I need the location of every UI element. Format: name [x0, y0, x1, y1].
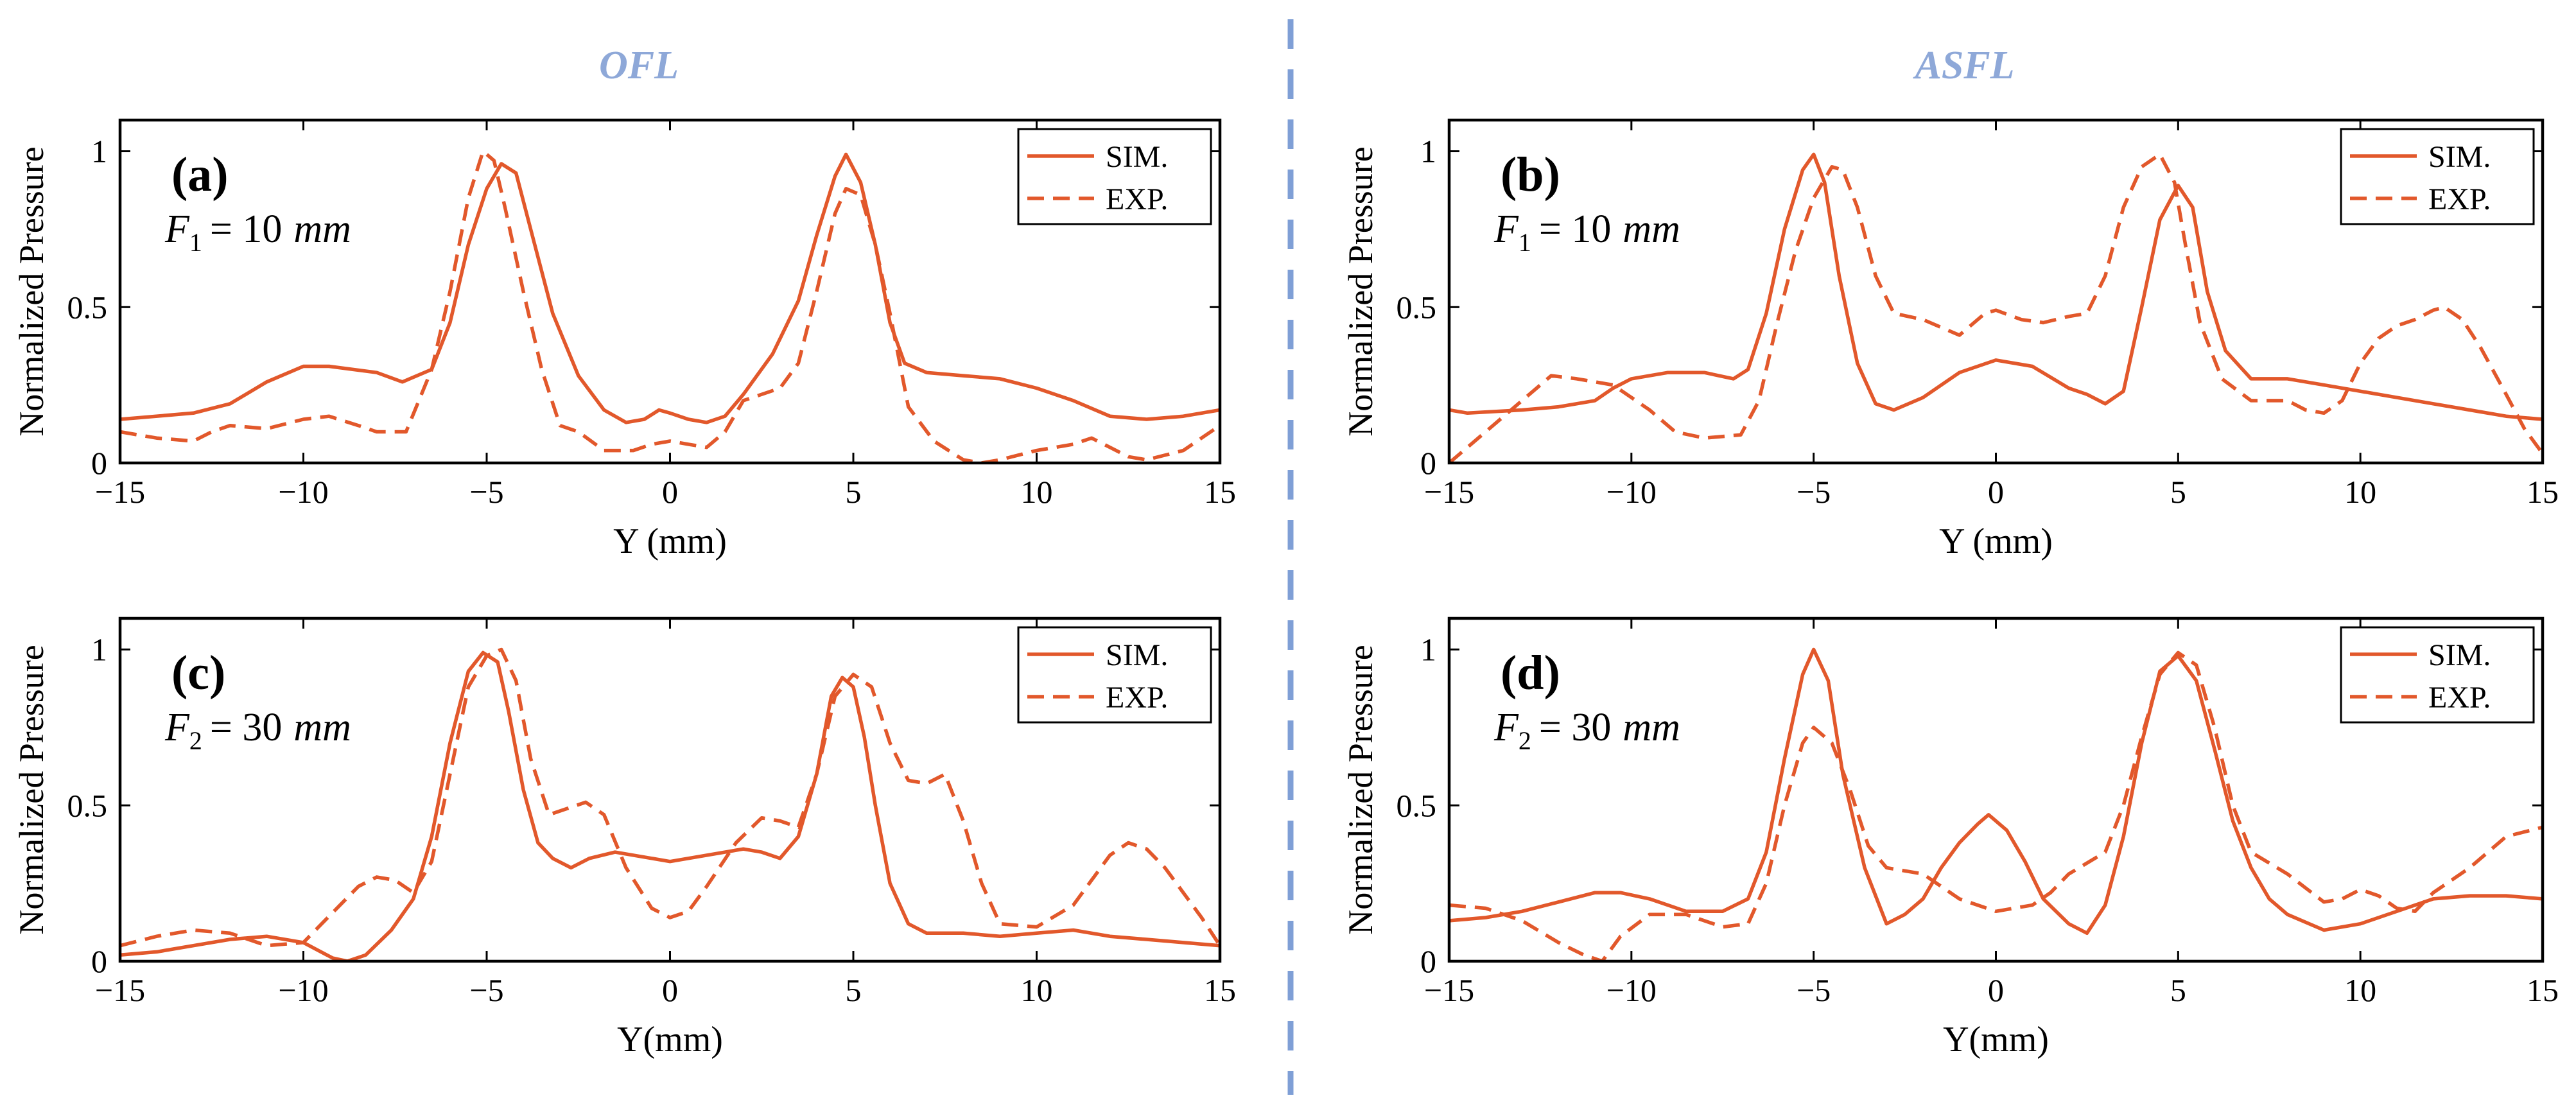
x-tick-label: 15 — [2527, 474, 2559, 510]
x-tick-label: 10 — [2344, 972, 2376, 1008]
x-tick-label: −10 — [1606, 972, 1657, 1008]
y-tick-label: 0 — [1420, 445, 1436, 481]
x-tick-label: 5 — [846, 972, 862, 1008]
y-tick-label: 0.5 — [1397, 289, 1437, 325]
chart-panel: −15 −10 −5 0 5 10 15 0 0.5 1 Y (mm) Normalized Pres… — [1341, 118, 2559, 561]
x-tick-label: −5 — [1797, 972, 1831, 1008]
legend-box — [2340, 626, 2535, 724]
annotation-value: = 30 — [1539, 706, 1611, 749]
x-axis-label: Y(mm) — [1943, 1020, 2049, 1059]
x-tick-label: −5 — [1797, 474, 1831, 510]
y-axis-label: Normalized Pressure — [1341, 645, 1380, 934]
series-line-exp — [1449, 152, 2543, 463]
series-line-sim — [120, 152, 1220, 424]
series-line-exp — [1449, 650, 2543, 961]
y-tick-label: 1 — [1420, 632, 1436, 668]
annotation-unit: mm — [293, 207, 351, 251]
x-tick-label: −10 — [278, 474, 328, 510]
x-tick-label: 0 — [662, 474, 678, 510]
x-tick-label: −5 — [469, 972, 503, 1008]
panel-label: (c) — [171, 646, 225, 700]
legend-label: SIM. — [1106, 638, 1168, 672]
x-tick-label: 5 — [846, 474, 862, 510]
y-axis-label: Normalized Pressure — [1341, 146, 1380, 436]
annotation-sub: 1 — [1519, 228, 1531, 257]
legend-label: SIM. — [2428, 638, 2491, 672]
legend-box — [1017, 626, 1212, 724]
x-tick-label: −15 — [1424, 972, 1474, 1008]
annotation-value: = 30 — [210, 706, 282, 749]
focal-annotation: F2 = 30 mm — [164, 706, 351, 755]
annotation-var: F — [1493, 207, 1519, 251]
chart-panel: −15 −10 −5 0 5 10 15 0 0.5 1 Y (mm) Normalized Pres… — [12, 118, 1236, 561]
y-tick-label: 1 — [91, 632, 107, 668]
annotation-unit: mm — [293, 706, 351, 749]
series-line-exp — [120, 647, 1220, 948]
annotation-var: F — [1493, 706, 1519, 749]
focal-annotation: F1 = 10 mm — [1493, 207, 1680, 257]
series-line-sim — [1449, 647, 2543, 936]
series-line-exp — [120, 149, 1220, 463]
x-tick-label: 10 — [1021, 474, 1053, 510]
legend-box — [2340, 128, 2535, 225]
chart-panel: −15 −10 −5 0 5 10 15 0 0.5 1 Y(mm) Normalized Press… — [1341, 616, 2559, 1059]
x-tick-label: 0 — [1988, 972, 2004, 1008]
legend-label: EXP. — [2428, 182, 2491, 216]
y-tick-label: 0.5 — [1397, 787, 1437, 823]
focal-annotation: F1 = 10 mm — [164, 207, 351, 257]
y-axis-label: Normalized Pressure — [12, 146, 51, 436]
annotation-sub: 1 — [189, 228, 202, 257]
y-tick-label: 0 — [91, 943, 107, 979]
legend-label: SIM. — [1106, 140, 1168, 174]
annotation-sub: 2 — [1519, 726, 1531, 755]
series-line-sim — [1449, 152, 2543, 421]
x-tick-label: −15 — [95, 972, 145, 1008]
annotation-value: = 10 — [1539, 207, 1611, 251]
x-tick-label: −15 — [95, 474, 145, 510]
y-tick-label: 1 — [91, 134, 107, 170]
focal-annotation: F2 = 30 mm — [1493, 706, 1680, 755]
x-tick-label: 15 — [2527, 972, 2559, 1008]
y-tick-label: 0.5 — [67, 289, 108, 325]
legend-label: EXP. — [1106, 182, 1168, 216]
x-tick-label: −5 — [469, 474, 503, 510]
header-right: ASFL — [1912, 44, 2014, 87]
annotation-unit: mm — [1623, 207, 1680, 251]
panel-label: (d) — [1501, 646, 1560, 700]
x-tick-label: 0 — [662, 972, 678, 1008]
legend-label: EXP. — [2428, 681, 2491, 715]
x-axis-label: Y(mm) — [617, 1020, 723, 1059]
y-axis-label: Normalized Pressure — [12, 645, 51, 934]
x-tick-label: 15 — [1204, 972, 1236, 1008]
x-tick-label: 5 — [2170, 474, 2186, 510]
annotation-sub: 2 — [189, 726, 202, 755]
annotation-var: F — [164, 706, 190, 749]
legend-label: EXP. — [1106, 681, 1168, 715]
annotation-var: F — [164, 207, 190, 251]
x-tick-label: 15 — [1204, 474, 1236, 510]
x-tick-label: −10 — [1606, 474, 1657, 510]
series-line-sim — [120, 650, 1220, 961]
x-tick-label: 10 — [2344, 474, 2376, 510]
header-left: OFL — [599, 44, 679, 87]
legend-box — [1017, 128, 1212, 225]
x-axis-label: Y (mm) — [613, 521, 727, 561]
x-tick-label: 10 — [1021, 972, 1053, 1008]
annotation-unit: mm — [1623, 706, 1680, 749]
panel-label: (a) — [171, 148, 229, 202]
y-tick-label: 1 — [1420, 134, 1436, 170]
y-tick-label: 0.5 — [67, 787, 108, 823]
x-tick-label: −10 — [278, 972, 328, 1008]
annotation-value: = 10 — [210, 207, 282, 251]
x-tick-label: −15 — [1424, 474, 1474, 510]
x-tick-label: 0 — [1988, 474, 2004, 510]
x-axis-label: Y (mm) — [1939, 521, 2053, 561]
chart-panel: −15 −10 −5 0 5 10 15 0 0.5 1 Y(mm) Normalized Press… — [12, 616, 1236, 1059]
legend-label: SIM. — [2428, 140, 2491, 174]
x-tick-label: 5 — [2170, 972, 2186, 1008]
panel-label: (b) — [1501, 148, 1560, 202]
y-tick-label: 0 — [1420, 943, 1436, 979]
y-tick-label: 0 — [91, 445, 107, 481]
